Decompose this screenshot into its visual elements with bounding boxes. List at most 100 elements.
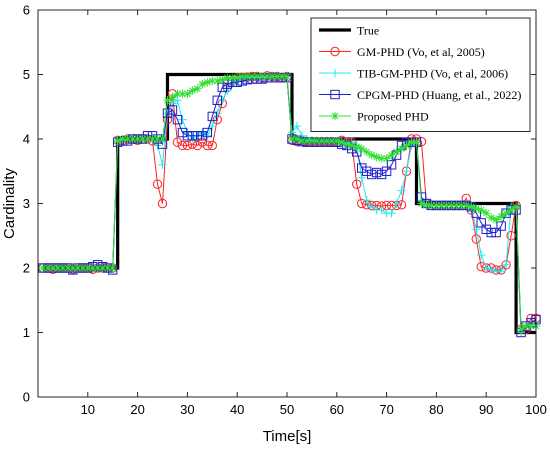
data-point xyxy=(491,215,501,224)
legend-item: GM-PHD (Vo, et al, 2005) xyxy=(319,45,485,59)
data-point xyxy=(302,136,312,146)
data-point xyxy=(442,201,451,210)
data-point xyxy=(506,205,516,215)
data-point xyxy=(392,199,401,208)
data-point xyxy=(352,142,361,151)
data-point xyxy=(143,134,152,144)
data-point xyxy=(202,140,213,151)
legend-label: Proposed PHD xyxy=(357,110,429,124)
data-point xyxy=(138,134,147,144)
x-tick-label: 70 xyxy=(379,402,393,417)
x-tick-label: 60 xyxy=(330,402,344,417)
data-point xyxy=(387,208,396,218)
data-point xyxy=(208,76,217,86)
data-point xyxy=(496,221,506,231)
data-point xyxy=(432,201,441,210)
data-point xyxy=(506,231,516,241)
x-tick-label: 80 xyxy=(429,402,443,417)
data-point xyxy=(78,263,88,273)
data-point xyxy=(486,227,496,238)
data-point xyxy=(177,140,188,151)
series-layer xyxy=(38,71,541,338)
data-point xyxy=(247,72,257,81)
data-point xyxy=(476,218,486,228)
data-point xyxy=(407,138,416,147)
data-point xyxy=(366,169,377,180)
data-point xyxy=(73,263,83,273)
data-point xyxy=(152,179,163,189)
data-point xyxy=(272,72,282,81)
data-point xyxy=(48,263,58,273)
data-point xyxy=(462,201,471,210)
legend-label: CPGM-PHD (Huang, et al., 2022) xyxy=(357,88,521,102)
y-tick-label: 1 xyxy=(23,325,30,340)
data-point xyxy=(212,95,222,105)
data-point xyxy=(427,201,436,210)
data-point xyxy=(472,225,481,234)
data-point xyxy=(237,72,247,81)
data-point xyxy=(182,131,193,141)
data-point xyxy=(218,75,227,84)
data-point xyxy=(332,136,341,146)
y-tick-label: 0 xyxy=(23,390,30,405)
data-point xyxy=(511,202,521,211)
data-point xyxy=(163,96,172,105)
legend-item: TIB-GM-PHD (Vo, et al, 2006) xyxy=(319,67,508,81)
data-point xyxy=(108,263,117,273)
y-tick-label: 3 xyxy=(23,196,30,211)
data-point xyxy=(471,234,481,244)
data-point xyxy=(252,72,262,81)
y-tick-label: 6 xyxy=(23,3,30,18)
legend-marker xyxy=(330,46,340,57)
data-point xyxy=(482,263,491,273)
data-point xyxy=(292,134,302,144)
data-point xyxy=(207,111,218,122)
data-point xyxy=(63,263,73,273)
data-point xyxy=(218,96,227,105)
data-point xyxy=(177,127,188,138)
data-point xyxy=(262,72,272,81)
data-point xyxy=(521,321,531,331)
data-point xyxy=(282,72,292,81)
data-point xyxy=(267,72,277,81)
data-point xyxy=(88,263,97,273)
data-point xyxy=(158,160,167,169)
data-point xyxy=(496,267,506,276)
data-point xyxy=(472,204,481,213)
legend-label: TIB-GM-PHD (Vo, et al, 2006) xyxy=(357,67,508,81)
data-point xyxy=(207,140,218,151)
data-point xyxy=(203,78,212,87)
data-point xyxy=(501,208,511,218)
data-point xyxy=(477,205,486,215)
data-point xyxy=(157,198,168,209)
data-point xyxy=(192,131,203,141)
legend-marker xyxy=(330,68,340,78)
data-point xyxy=(178,115,187,124)
data-point xyxy=(381,166,392,176)
data-point xyxy=(417,199,426,208)
plot-frame xyxy=(37,9,537,398)
data-point xyxy=(377,205,386,215)
data-point xyxy=(457,201,466,210)
data-point xyxy=(357,163,367,173)
legend-label: GM-PHD (Vo, et al, 2005) xyxy=(357,45,485,59)
legend-item: True xyxy=(319,24,379,38)
data-point xyxy=(128,134,137,144)
data-point xyxy=(352,179,362,189)
data-point xyxy=(372,152,381,162)
legend-marker xyxy=(330,111,340,121)
legend: True GM-PHD (Vo, et al, 2005) TIB-GM-PHD (… xyxy=(310,17,531,132)
data-point xyxy=(277,72,287,81)
data-point xyxy=(452,201,461,210)
data-point xyxy=(193,84,202,93)
data-point xyxy=(367,150,376,160)
data-point xyxy=(342,139,351,149)
axis-ticks: 10 20 30 40 50 60 70 80 90 100 0 1 2 3 4 5 6 xyxy=(23,3,547,418)
data-point xyxy=(317,136,327,146)
y-tick-label: 5 xyxy=(23,67,30,82)
legend-label: True xyxy=(357,24,379,38)
data-point xyxy=(387,150,396,160)
data-point xyxy=(148,134,157,144)
data-point xyxy=(198,79,207,89)
data-point xyxy=(168,92,177,102)
